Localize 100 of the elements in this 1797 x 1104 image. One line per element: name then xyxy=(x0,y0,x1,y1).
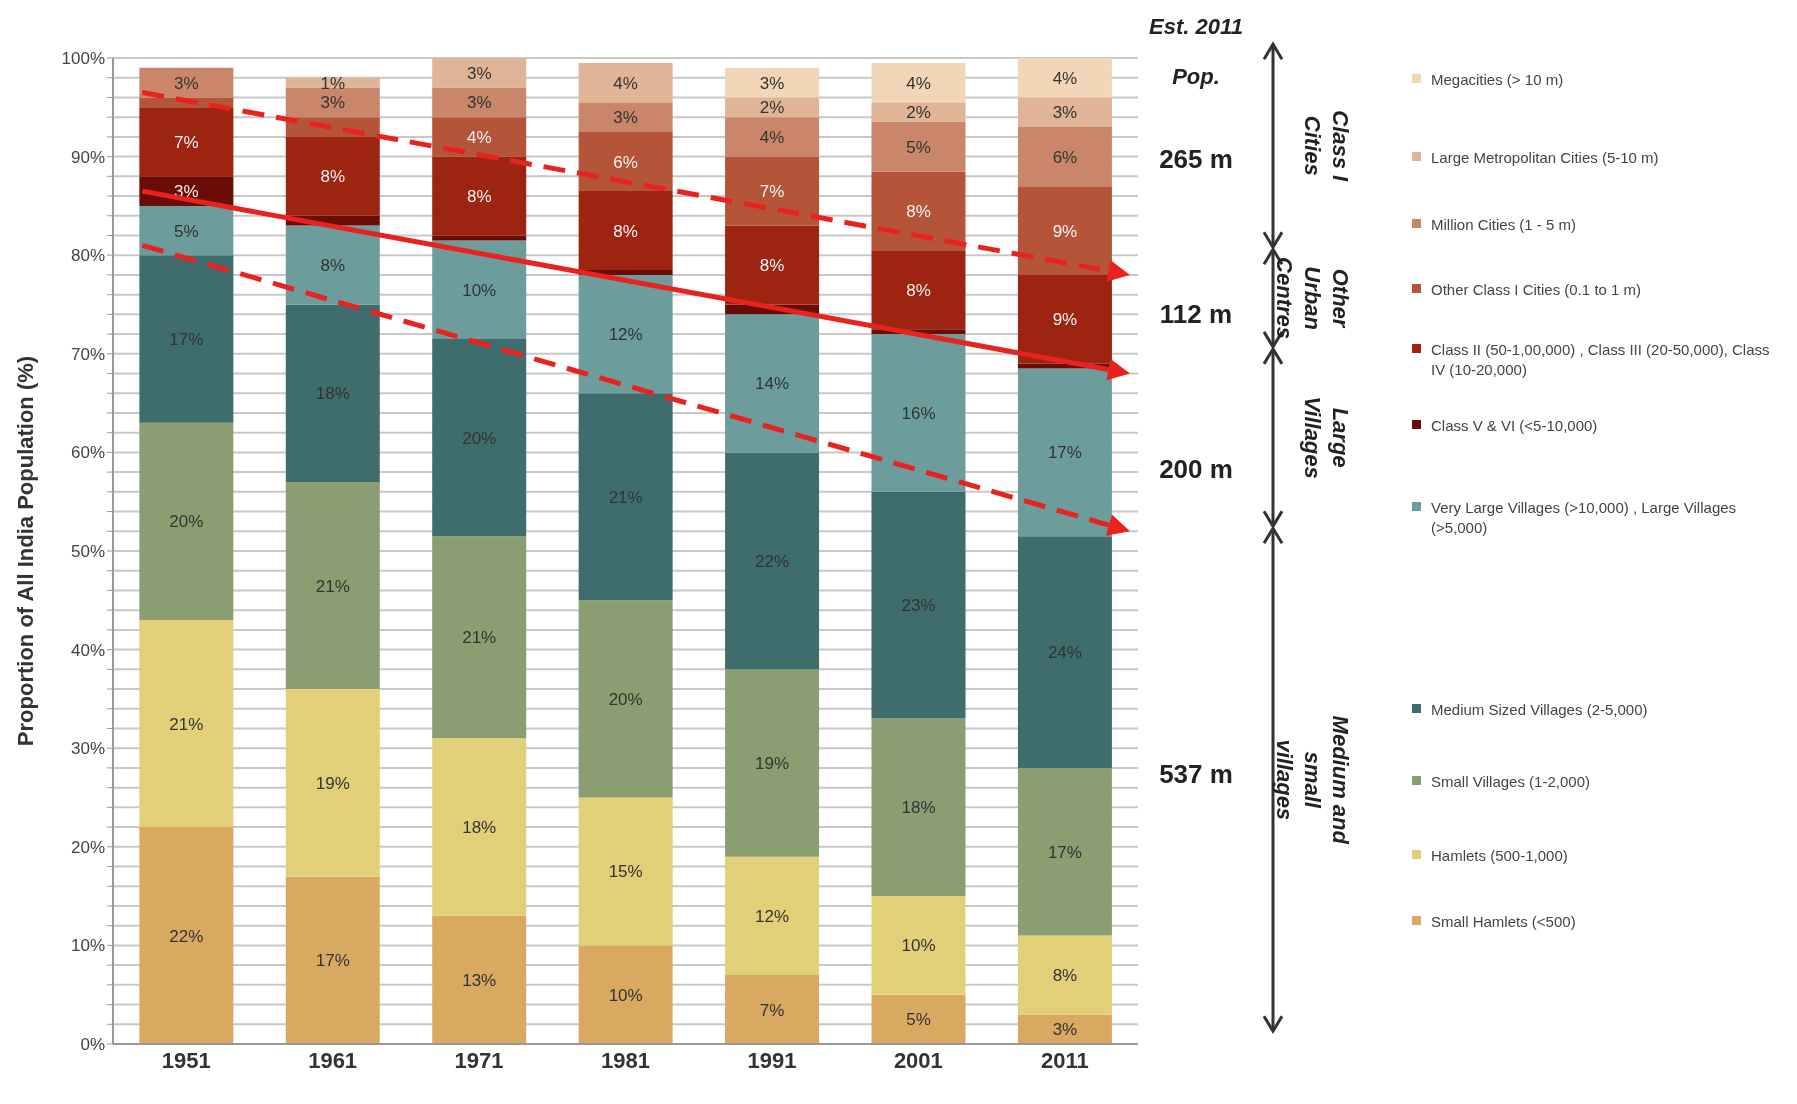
text: Est. 2011 xyxy=(1149,14,1243,40)
text: Class I Cities xyxy=(1300,110,1353,183)
data-label: 17% xyxy=(1047,443,1082,463)
bar xyxy=(1017,186,1112,275)
data-label: 8% xyxy=(906,280,931,300)
bar xyxy=(139,620,234,828)
x-tick-label: 2011 xyxy=(1040,1047,1089,1073)
data-label: 4% xyxy=(906,73,931,93)
data-label: 7% xyxy=(759,1000,785,1020)
data-label: 20% xyxy=(608,689,643,709)
bar xyxy=(725,156,820,226)
x-tick-label: 1991 xyxy=(747,1047,797,1073)
data-label: 21% xyxy=(462,628,497,648)
bar xyxy=(432,536,527,739)
data-label: 8% xyxy=(1052,966,1078,986)
data-label: 5% xyxy=(174,221,199,241)
data-label: 3% xyxy=(466,63,492,83)
data-label: 8% xyxy=(613,221,638,241)
bar xyxy=(432,58,527,88)
bar xyxy=(578,393,673,601)
bar xyxy=(725,856,820,975)
legend-label: Megacities (> 10 m) xyxy=(1431,70,1564,90)
bar xyxy=(139,422,234,621)
data-label: 17% xyxy=(315,951,350,971)
data-label: 7% xyxy=(759,182,785,202)
bar xyxy=(285,304,380,482)
data-label: 5% xyxy=(906,1010,931,1030)
data-label: 24% xyxy=(1047,643,1082,663)
bar xyxy=(871,62,966,103)
x-tick-label: 1951 xyxy=(161,1047,211,1073)
data-label: 20% xyxy=(462,428,497,448)
data-label: 8% xyxy=(320,167,346,187)
data-label: 3% xyxy=(466,93,492,113)
data-label: 12% xyxy=(608,325,643,345)
text: Other Urban Centres xyxy=(1272,257,1353,340)
bar xyxy=(1017,127,1112,187)
legend-label: Large Metropolitan Cities (5-10 m) xyxy=(1431,148,1659,168)
data-label: 18% xyxy=(901,798,936,818)
data-label: 8% xyxy=(906,201,931,221)
y-tick-label: 40% xyxy=(70,640,105,660)
bar xyxy=(725,974,820,1044)
bar xyxy=(578,191,673,270)
text: Large Villages xyxy=(1300,396,1353,479)
bar xyxy=(725,117,820,157)
data-label: 4% xyxy=(466,127,492,147)
data-label: 10% xyxy=(462,280,497,300)
data-label: 21% xyxy=(315,576,350,596)
data-label: 21% xyxy=(608,487,643,507)
bar xyxy=(1017,935,1112,1015)
bar xyxy=(139,255,234,423)
bar xyxy=(432,117,527,157)
bar xyxy=(432,235,527,241)
data-label: 23% xyxy=(901,596,936,616)
y-tick-label: 60% xyxy=(70,443,105,463)
data-label: 4% xyxy=(1052,68,1078,88)
bar xyxy=(1017,767,1112,936)
data-label: 22% xyxy=(169,926,204,946)
bar xyxy=(1017,368,1112,537)
y-tick-label: 10% xyxy=(70,936,105,956)
bar xyxy=(432,240,527,340)
bar xyxy=(871,896,966,995)
bar xyxy=(725,67,820,98)
y-tick-label: 30% xyxy=(70,739,105,759)
text: Pop. xyxy=(1172,63,1220,89)
data-label: 4% xyxy=(759,127,785,147)
legend-label: Medium Sized Villages (2-5,000) xyxy=(1431,700,1648,720)
bar xyxy=(1017,1014,1112,1044)
text: 200 m xyxy=(1159,454,1233,485)
y-tick-label: 80% xyxy=(70,246,105,266)
data-label: 21% xyxy=(169,714,204,734)
data-label: 7% xyxy=(174,132,199,152)
bar xyxy=(285,136,380,216)
bar xyxy=(725,314,820,453)
data-label: 2% xyxy=(906,103,931,123)
text: 112 m xyxy=(1159,299,1233,330)
data-label: 19% xyxy=(315,773,350,793)
bar xyxy=(871,171,966,251)
x-tick-label: 1971 xyxy=(454,1047,504,1073)
data-label: 14% xyxy=(755,374,790,394)
bar xyxy=(1017,274,1112,364)
data-label: 9% xyxy=(1052,221,1078,241)
y-tick-label: 90% xyxy=(70,147,105,167)
text: Medium and small villages xyxy=(1272,715,1353,845)
data-label: 10% xyxy=(901,936,936,956)
y-tick-label: 20% xyxy=(70,837,105,857)
bar xyxy=(725,452,820,670)
data-label: 17% xyxy=(1047,842,1082,862)
y-tick-label: 50% xyxy=(70,542,105,562)
bar xyxy=(578,274,673,394)
bar xyxy=(432,156,527,236)
bar xyxy=(285,225,380,305)
legend-label: Class II (50-1,00,000) , Class III (20-50,000), Class IV (10-20,000) xyxy=(1431,340,1771,380)
bar xyxy=(432,87,527,118)
bar xyxy=(285,689,380,877)
bar xyxy=(1017,58,1112,98)
data-label: 6% xyxy=(1052,147,1078,167)
bar xyxy=(139,107,234,177)
data-label: 3% xyxy=(174,73,199,93)
x-tick-label: 2001 xyxy=(893,1047,943,1073)
legend-label: Small Hamlets (<500) xyxy=(1431,912,1576,932)
